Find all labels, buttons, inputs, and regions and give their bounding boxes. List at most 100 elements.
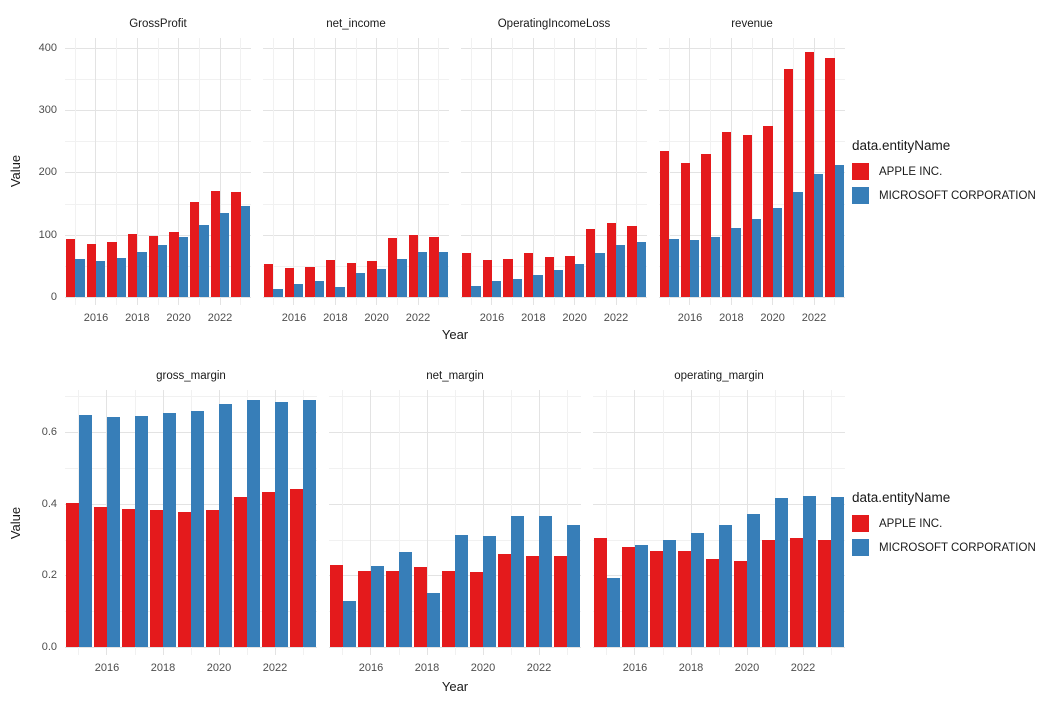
bar-OperatingIncomeLoss-2016-microsoft (492, 280, 502, 297)
y-tick-label: 0.0 (41, 641, 57, 654)
x-tick-label: 2016 (677, 312, 703, 324)
bar-operating_margin-2021-microsoft (775, 497, 788, 648)
apple-color-swatch (852, 515, 869, 532)
x-tick-label: 2016 (479, 312, 505, 324)
bar-operating_margin-2018-microsoft (691, 533, 704, 648)
x-tick-label: 2022 (207, 312, 233, 324)
x-tick-label: 2022 (526, 662, 552, 674)
gridline-major (370, 390, 372, 655)
bar-gross_margin-2022-apple (262, 491, 275, 648)
bar-gross_margin-2023-apple (290, 489, 303, 648)
x-tick-label: 2020 (760, 312, 785, 324)
bar-net_margin-2019-apple (442, 571, 455, 648)
bar-gross_margin-2018-apple (150, 509, 163, 648)
y-tick-label: 100 (38, 228, 57, 241)
bar-GrossProfit-2016-microsoft (96, 260, 106, 297)
bar-OperatingIncomeLoss-2022-microsoft (616, 245, 626, 297)
x-tick-label: 2018 (323, 312, 348, 324)
facet-title: gross_margin (156, 370, 226, 382)
bar-operating_margin-2016-apple (622, 547, 635, 648)
x-axis-tick-labels: 2016 2018 2020 2022 (263, 312, 449, 326)
y-tick-label: 300 (38, 104, 57, 117)
x-tick-label: 2020 (470, 662, 496, 674)
plot-panel (65, 38, 251, 305)
bar-operating_margin-2023-microsoft (831, 497, 844, 648)
gridline-minor (116, 38, 118, 305)
bar-OperatingIncomeLoss-2019-apple (544, 257, 554, 297)
x-tick-label: 2022 (262, 662, 288, 674)
gridline-minor (272, 38, 274, 305)
gridline-minor (314, 38, 316, 305)
legend-title: data.entityName (852, 490, 951, 505)
bar-GrossProfit-2016-apple (86, 244, 96, 297)
gridline-minor (606, 390, 608, 655)
gridline-minor (78, 390, 80, 655)
x-tick-label: 2018 (719, 312, 744, 324)
bar-net_income-2019-apple (346, 262, 356, 297)
bar-net_income-2023-microsoft (438, 251, 448, 297)
bar-gross_margin-2022-microsoft (275, 401, 288, 648)
bar-operating_margin-2018-apple (678, 551, 691, 648)
bar-net_income-2015-apple (264, 263, 274, 297)
facet-title: OperatingIncomeLoss (497, 18, 611, 30)
x-tick-label: 2022 (790, 662, 816, 674)
gridline-major (491, 38, 493, 305)
bar-operating_margin-2022-microsoft (803, 496, 816, 648)
x-tick-label: 2018 (150, 662, 176, 674)
bar-OperatingIncomeLoss-2015-microsoft (471, 285, 481, 297)
bar-GrossProfit-2018-apple (128, 233, 138, 297)
y-tick-label: 200 (38, 166, 57, 179)
bar-operating_margin-2023-apple (818, 540, 831, 648)
legend-item-apple: APPLE INC. (852, 162, 1062, 181)
facet-gross_margin: gross_margin 2016 2018 2020 2022 (65, 362, 317, 676)
bar-OperatingIncomeLoss-2021-apple (586, 229, 596, 297)
gridline-minor (751, 38, 753, 305)
gridline-minor (396, 38, 398, 305)
legend-title: data.entityName (852, 138, 951, 153)
bar-revenue-2019-apple (742, 134, 752, 297)
apple-color-swatch (852, 163, 869, 180)
gridline-major (136, 38, 138, 305)
bar-net_margin-2021-microsoft (511, 516, 524, 648)
gridline-minor (74, 38, 76, 305)
facet-panels: gross_margin 2016 2018 2020 2022 net_margin 20… (65, 362, 845, 676)
legend-item-label: APPLE INC. (879, 517, 943, 530)
x-tick-label: 2018 (678, 662, 704, 674)
bar-revenue-2019-microsoft (752, 218, 762, 297)
x-tick-label: 2018 (414, 662, 440, 674)
gridline-minor (198, 38, 200, 305)
facet-net_income: net_income 2016 2018 2020 2022 (263, 10, 449, 326)
gridline-minor (355, 38, 357, 305)
facet-revenue: revenue 2016 2018 2020 2022 (659, 10, 845, 326)
bar-net_margin-2016-microsoft (371, 566, 384, 648)
bar-revenue-2023-apple (825, 58, 835, 297)
bar-gross_margin-2019-microsoft (191, 410, 204, 648)
bar-GrossProfit-2023-apple (231, 191, 241, 297)
bar-gross_margin-2017-microsoft (135, 415, 148, 648)
legend-item-label: APPLE INC. (879, 165, 943, 178)
x-axis-tick-labels: 2016 2018 2020 2022 (461, 312, 647, 326)
bar-GrossProfit-2019-apple (148, 235, 158, 297)
bar-revenue-2015-apple (660, 151, 670, 297)
gridline-minor (594, 38, 596, 305)
gridline-minor (668, 38, 670, 305)
gridline-major (532, 38, 534, 305)
bar-operating_margin-2022-apple (790, 538, 803, 648)
plot-panel (329, 390, 581, 655)
bar-OperatingIncomeLoss-2018-microsoft (533, 275, 543, 297)
bar-gross_margin-2017-apple (122, 509, 135, 648)
bar-net_income-2018-apple (326, 259, 336, 297)
x-tick-label: 2016 (281, 312, 307, 324)
plot-panel (461, 38, 647, 305)
gridline-minor (157, 38, 159, 305)
bar-revenue-2018-apple (722, 131, 732, 297)
x-tick-label: 2020 (734, 662, 760, 674)
bar-net_margin-2022-apple (526, 556, 539, 648)
bar-net_margin-2018-apple (414, 566, 427, 648)
bottom-chart-row: Value 0.0 0.2 0.4 0.6 gross_margin 2016 2018 2… (0, 352, 1064, 711)
bar-net_margin-2021-apple (498, 554, 511, 648)
gridline-minor (398, 390, 400, 655)
gridline-minor (512, 38, 514, 305)
bar-revenue-2017-apple (701, 154, 711, 297)
bar-revenue-2023-microsoft (834, 165, 844, 297)
